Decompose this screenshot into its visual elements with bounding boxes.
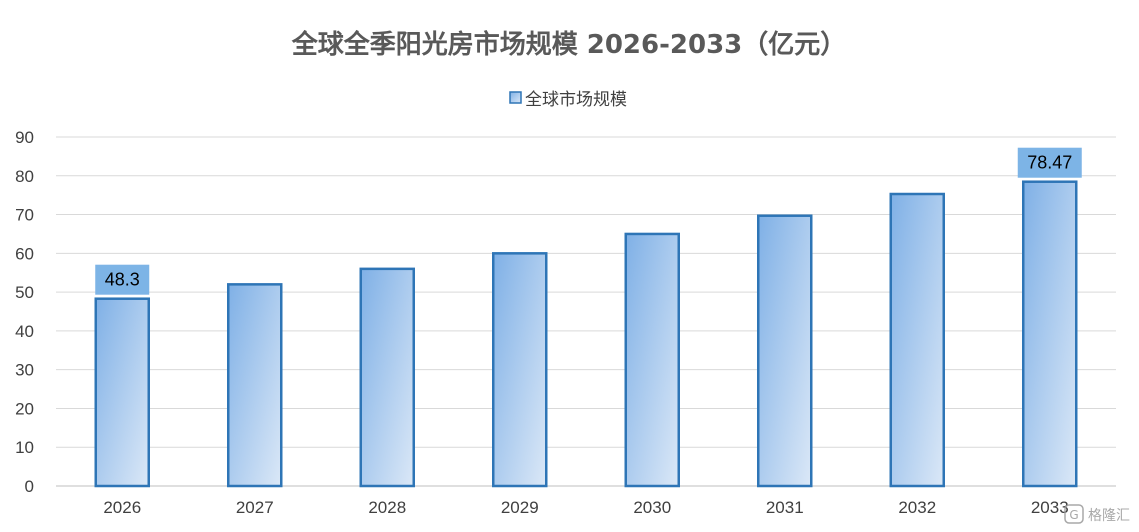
y-tick-label: 0 [25, 477, 34, 496]
gelonghui-logo-mark: G [1069, 508, 1078, 522]
data-label-box [1017, 147, 1082, 178]
y-tick-label: 20 [15, 399, 34, 418]
y-tick-label: 10 [15, 438, 34, 457]
data-label-text: 48.3 [105, 270, 140, 290]
data-label-text: 78.47 [1027, 153, 1072, 173]
y-tick-label: 60 [15, 244, 34, 263]
gelonghui-logo-icon [1064, 504, 1084, 524]
data-labels: 48.3 78.47 [95, 147, 1082, 295]
x-axis: 2026 2027 2028 2029 2030 2031 2032 2033 [103, 498, 1068, 517]
y-tick-label: 30 [15, 361, 34, 380]
legend: 全球市场规模 [509, 90, 627, 110]
bar-2026 [94, 297, 150, 488]
bar-2028 [359, 267, 415, 488]
data-label-box [95, 264, 150, 295]
legend-swatch [509, 91, 522, 104]
y-tick-label: 70 [15, 206, 34, 225]
x-tick-label: 2030 [633, 498, 671, 517]
legend-label: 全球市场规模 [525, 90, 627, 110]
watermark: G 格隆汇 [1064, 504, 1130, 524]
bar-2033 [1022, 180, 1078, 488]
x-tick-label: 2029 [501, 498, 539, 517]
bar-2031 [757, 214, 813, 488]
gridlines [56, 136, 1116, 448]
y-axis: 0 10 20 30 40 50 60 70 80 90 [15, 128, 34, 496]
x-tick-label: 2026 [103, 498, 141, 517]
x-tick-label: 2028 [368, 498, 406, 517]
y-tick-label: 90 [15, 128, 34, 147]
x-tick-label: 2032 [898, 498, 936, 517]
bar-2027 [227, 283, 283, 488]
y-tick-label: 80 [15, 167, 34, 186]
x-tick-label: 2027 [236, 498, 274, 517]
bar-2029 [492, 252, 548, 488]
y-tick-label: 40 [15, 322, 34, 341]
watermark-text: 格隆汇 [1088, 508, 1130, 524]
bar-2032 [889, 192, 945, 488]
data-label-2033: 78.47 [1017, 147, 1082, 178]
chart-title: 全球全季阳光房市场规模 2026-2033（亿元） [291, 29, 847, 60]
x-tick-label: 2033 [1031, 498, 1069, 517]
bar-2030 [624, 232, 680, 488]
data-label-2026: 48.3 [95, 264, 150, 295]
y-tick-label: 50 [15, 283, 34, 302]
bars [94, 180, 1078, 488]
x-tick-label: 2031 [766, 498, 804, 517]
